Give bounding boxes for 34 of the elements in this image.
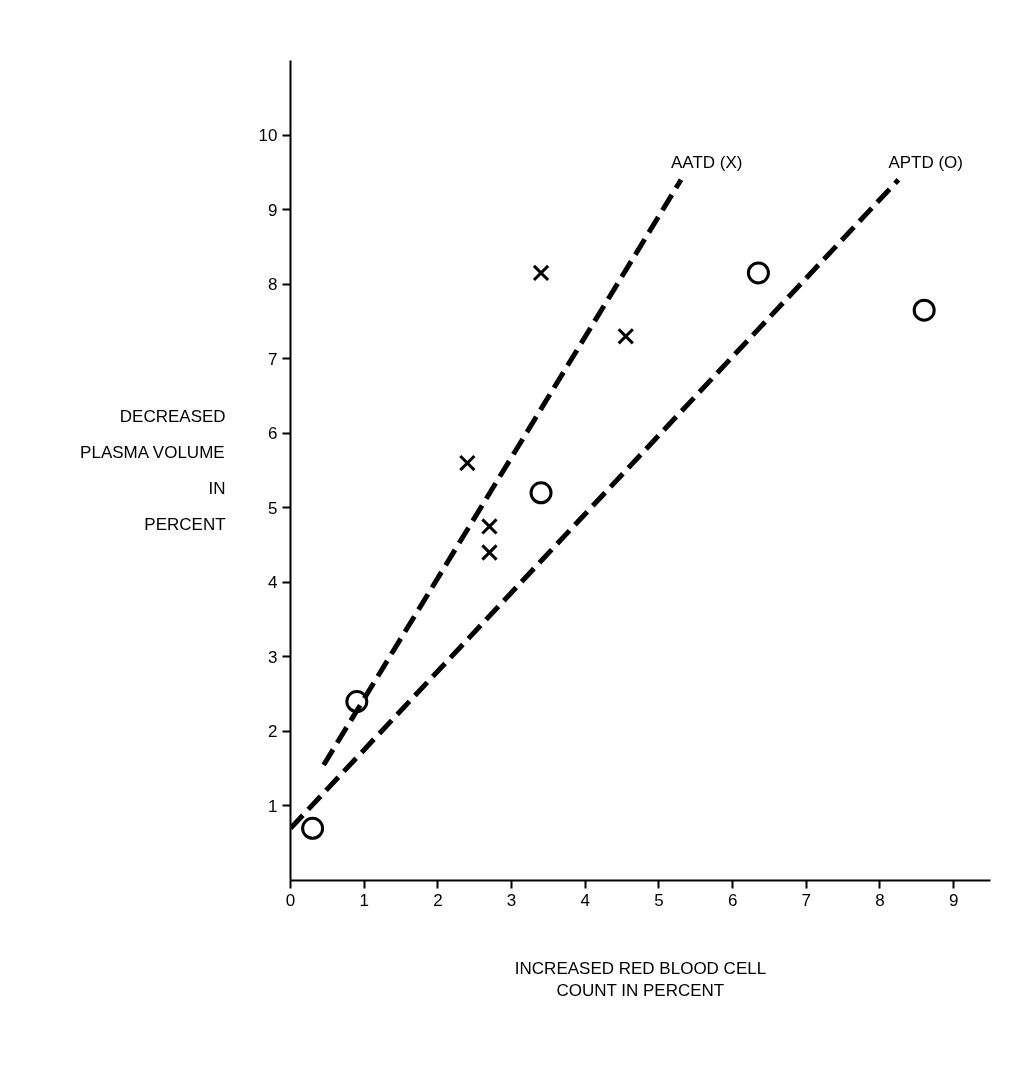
y-tick-label: 5 bbox=[268, 498, 278, 518]
y-axis-title: DECREASED PLASMA VOLUME IN PERCENT bbox=[80, 406, 226, 535]
x-tick-label: 1 bbox=[359, 890, 369, 910]
x-tick-label: 9 bbox=[948, 890, 959, 910]
y-tick-label: 10 bbox=[258, 126, 278, 146]
x-tick-label: 0 bbox=[285, 890, 296, 910]
y-tick-label: 1 bbox=[268, 796, 278, 816]
x-tick-label: 5 bbox=[654, 890, 664, 910]
series-label: APTD (O) bbox=[888, 152, 963, 172]
y-tick-label: 9 bbox=[268, 200, 278, 220]
y-tick-label: 8 bbox=[268, 275, 278, 295]
y-tick-label: 6 bbox=[268, 424, 278, 444]
point bbox=[529, 481, 553, 505]
point bbox=[458, 454, 476, 472]
point bbox=[912, 298, 936, 322]
y-tick-label: 3 bbox=[268, 647, 278, 667]
point bbox=[617, 327, 635, 345]
x-tick-label: 6 bbox=[727, 890, 738, 910]
x-axis-title: INCREASED RED BLOOD CELL COUNT IN PERCENT bbox=[514, 958, 767, 1001]
x-tick-label: 4 bbox=[580, 890, 590, 910]
x-tick-label: 7 bbox=[801, 890, 812, 910]
x-tick-label: 2 bbox=[433, 890, 443, 910]
point bbox=[746, 261, 770, 285]
series-label: AATD (X) bbox=[671, 152, 743, 172]
y-tick-label: 7 bbox=[268, 349, 278, 369]
x-tick-label: 8 bbox=[875, 890, 885, 910]
point bbox=[345, 690, 369, 714]
point bbox=[532, 264, 550, 282]
point bbox=[480, 517, 499, 535]
point bbox=[301, 816, 325, 840]
y-tick-label: 4 bbox=[268, 573, 278, 593]
x-tick-label: 3 bbox=[506, 890, 517, 910]
point bbox=[480, 543, 499, 562]
y-tick-label: 2 bbox=[268, 722, 278, 742]
